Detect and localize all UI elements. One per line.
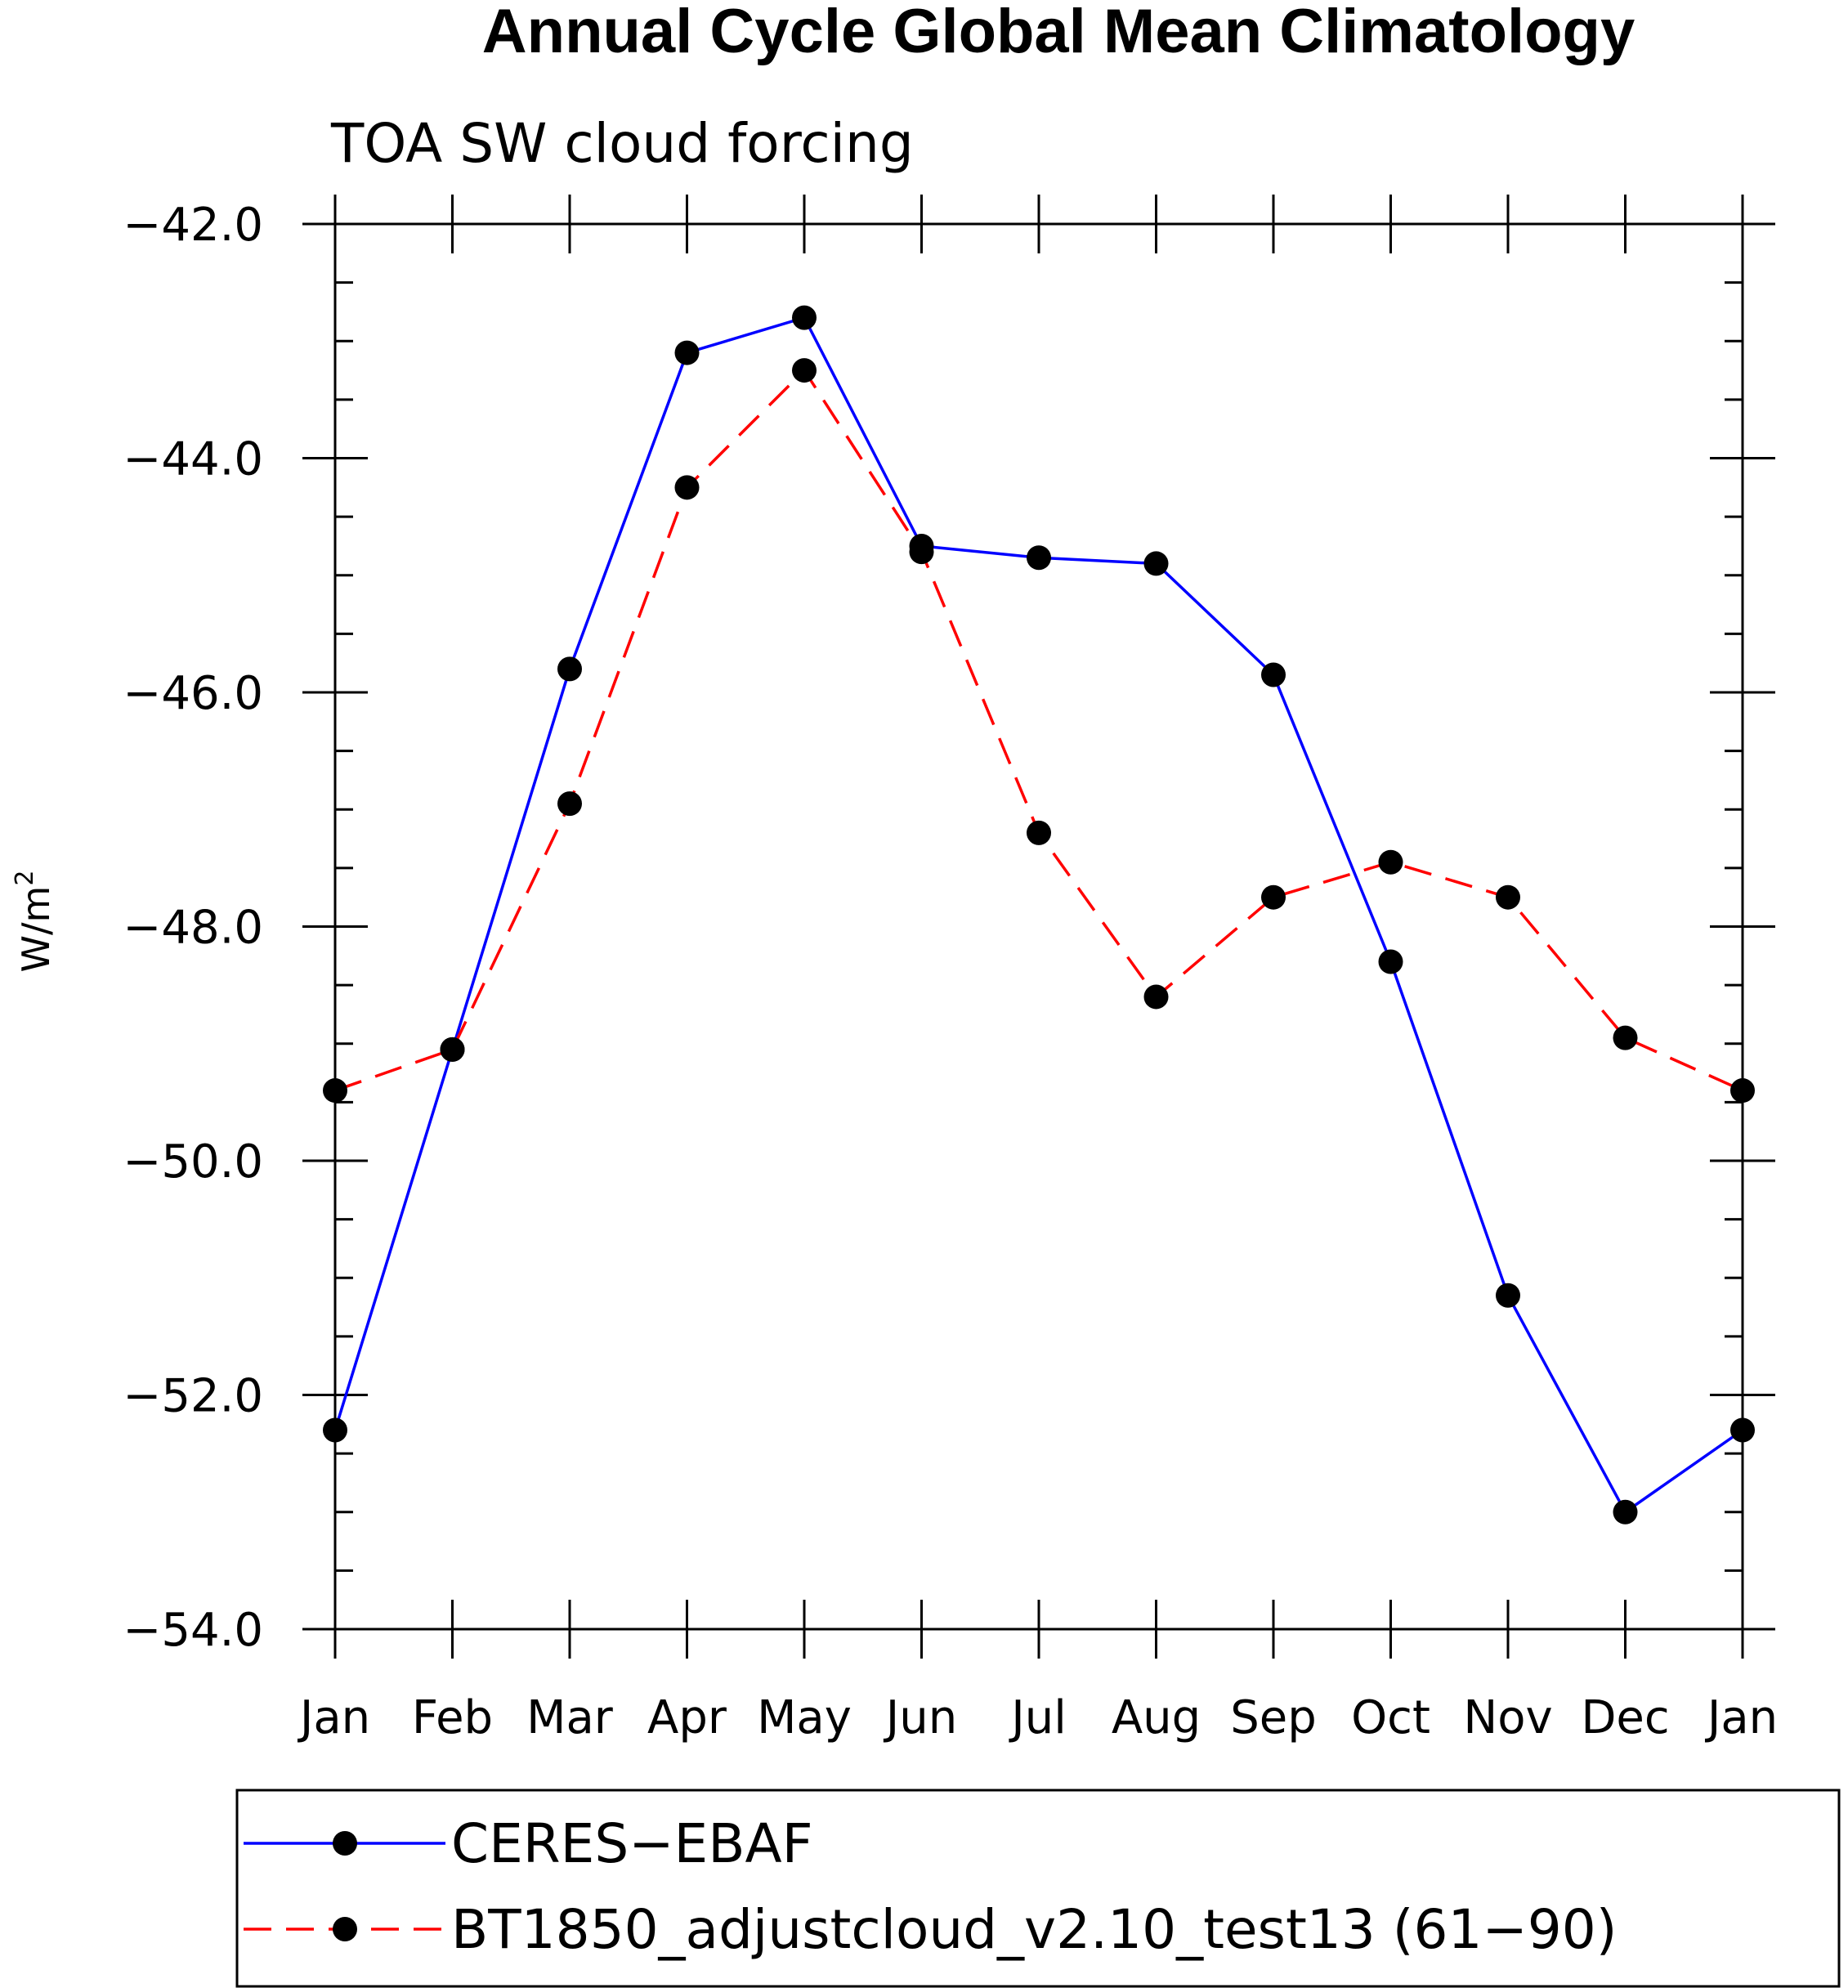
data-point-bt1850 — [792, 358, 817, 383]
data-point-ceres-ebaf — [1378, 949, 1403, 974]
y-tick-label: −52.0 — [123, 1370, 263, 1423]
data-point-ceres-ebaf — [674, 340, 700, 365]
legend-box — [235, 1789, 1841, 1988]
x-tick-label: Apr — [647, 1691, 727, 1744]
series-group — [323, 305, 1755, 1525]
legend-marker — [333, 1917, 357, 1941]
x-tick-label: May — [757, 1691, 852, 1744]
legend-label-bt1850: BT1850_adjustcloud_v2.10_test13 (61−90) — [451, 1898, 1618, 1961]
y-axis-label-base: W/m — [14, 886, 58, 973]
x-tick-label: Jan — [298, 1691, 370, 1744]
data-point-ceres-ebaf — [1496, 1283, 1520, 1308]
data-point-ceres-ebaf — [1613, 1499, 1638, 1525]
x-tick-label: Dec — [1581, 1691, 1669, 1744]
x-tick-label: Mar — [526, 1691, 614, 1744]
data-point-ceres-ebaf — [1261, 662, 1286, 687]
y-axis-label-superscript: 2 — [11, 871, 39, 886]
chart-title: Annual Cycle Global Mean Climatology — [482, 0, 1635, 66]
series-line-bt1850 — [334, 368, 1743, 1092]
y-tick-label: −46.0 — [123, 667, 263, 720]
data-point-ceres-ebaf — [557, 656, 582, 682]
legend-items: CERES−EBAF BT1850_adjustcloud_v2.10_test1… — [244, 1812, 1618, 1961]
series-line-ceres-ebaf — [333, 316, 1744, 1515]
data-point-ceres-ebaf — [1143, 551, 1169, 576]
x-tick-label: Jun — [884, 1691, 958, 1744]
chart-subtitle: TOA SW cloud forcing — [330, 112, 914, 175]
x-tick-label: Nov — [1463, 1691, 1552, 1744]
data-point-bt1850 — [440, 1037, 465, 1062]
y-tick-label: −42.0 — [123, 199, 263, 252]
data-point-ceres-ebaf — [1027, 545, 1051, 571]
data-point-bt1850 — [557, 791, 582, 817]
data-point-bt1850 — [674, 475, 700, 500]
y-tick-label: −54.0 — [123, 1604, 263, 1657]
x-tick-label: Sep — [1230, 1691, 1317, 1744]
data-point-bt1850 — [909, 540, 934, 565]
tick-labels: Jan Feb Mar Apr May Jun Jul Aug Sep Oct Nov Dec Jan−… — [123, 199, 1778, 1744]
legend: CERES−EBAF BT1850_adjustcloud_v2.10_test1… — [235, 1789, 1841, 1988]
data-point-bt1850 — [1496, 884, 1520, 910]
y-tick-label: −44.0 — [123, 433, 263, 486]
y-axis-label: W/m2 — [11, 871, 58, 973]
y-tick-label: −48.0 — [123, 902, 263, 955]
x-tick-label: Jan — [1705, 1691, 1778, 1744]
y-tick-label: −50.0 — [123, 1135, 263, 1189]
axis-ticks — [302, 195, 1775, 1659]
data-point-bt1850 — [1378, 849, 1403, 875]
x-tick-label: Oct — [1351, 1691, 1430, 1744]
x-tick-label: Jul — [1009, 1691, 1067, 1744]
plot-frame — [333, 222, 1744, 1631]
data-point-bt1850 — [1613, 1025, 1638, 1050]
legend-marker — [333, 1831, 357, 1856]
x-tick-label: Aug — [1112, 1691, 1201, 1744]
data-point-bt1850 — [1027, 820, 1051, 845]
data-point-bt1850 — [1261, 884, 1286, 910]
data-point-ceres-ebaf — [792, 305, 817, 330]
legend-label-ceres-ebaf: CERES−EBAF — [451, 1812, 813, 1875]
data-point-bt1850 — [1143, 984, 1169, 1010]
x-tick-label: Feb — [412, 1691, 493, 1744]
